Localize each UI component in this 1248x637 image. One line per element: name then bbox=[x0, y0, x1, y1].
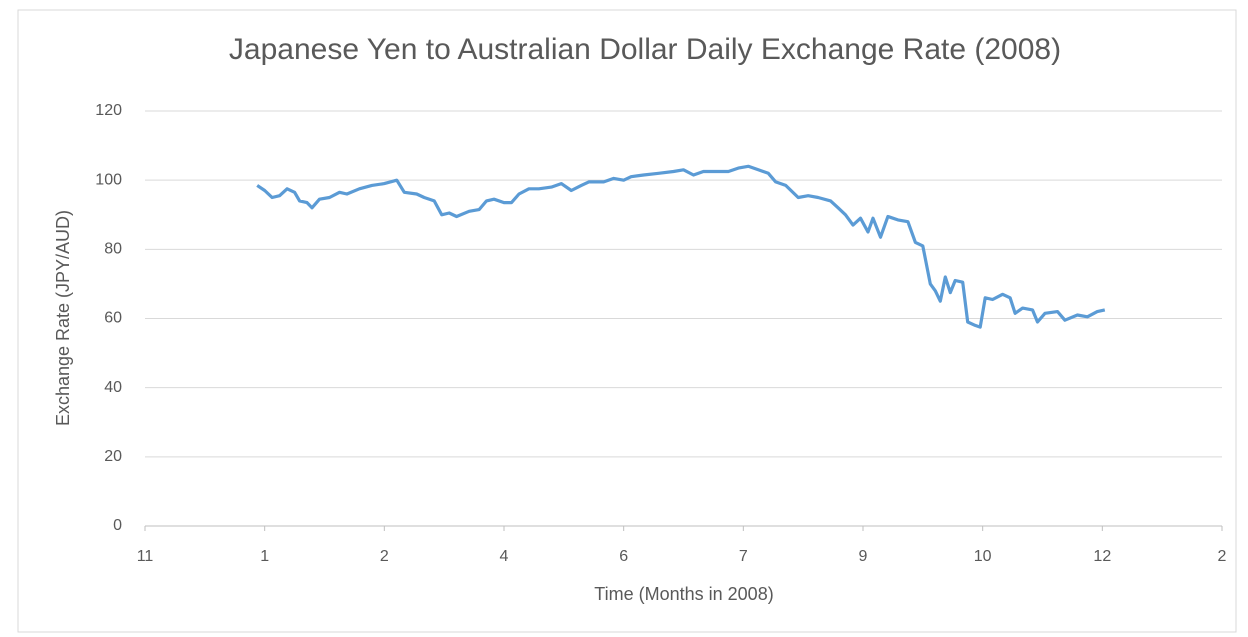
x-tick-label: 7 bbox=[739, 548, 748, 565]
x-tick-label: 1 bbox=[260, 548, 269, 565]
series-line bbox=[256, 164, 1106, 329]
y-tick-label: 60 bbox=[104, 310, 122, 327]
x-tick-label: 9 bbox=[859, 548, 868, 565]
x-tick-label: 2 bbox=[380, 548, 389, 565]
chart-title: Japanese Yen to Australian Dollar Daily … bbox=[229, 33, 1061, 66]
y-tick-label: 120 bbox=[95, 102, 122, 119]
y-tick-label: 80 bbox=[104, 241, 122, 258]
y-tick-label: 20 bbox=[104, 448, 122, 465]
x-tick-label: 4 bbox=[500, 548, 509, 565]
x-tick-label: 10 bbox=[974, 548, 992, 565]
chart-frame bbox=[17, 9, 1237, 633]
x-tick-label: 6 bbox=[619, 548, 628, 565]
x-tick-label: 11 bbox=[137, 548, 154, 565]
x-tick-label: 2 bbox=[1218, 548, 1227, 565]
y-tick-label: 0 bbox=[113, 517, 122, 534]
y-tick-label: 40 bbox=[104, 379, 122, 396]
y-tick-label: 100 bbox=[95, 171, 122, 188]
x-axis-title: Time (Months in 2008) bbox=[594, 584, 773, 604]
y-axis-title: Exchange Rate (JPY/AUD) bbox=[53, 210, 73, 426]
x-tick-label: 12 bbox=[1093, 548, 1111, 565]
